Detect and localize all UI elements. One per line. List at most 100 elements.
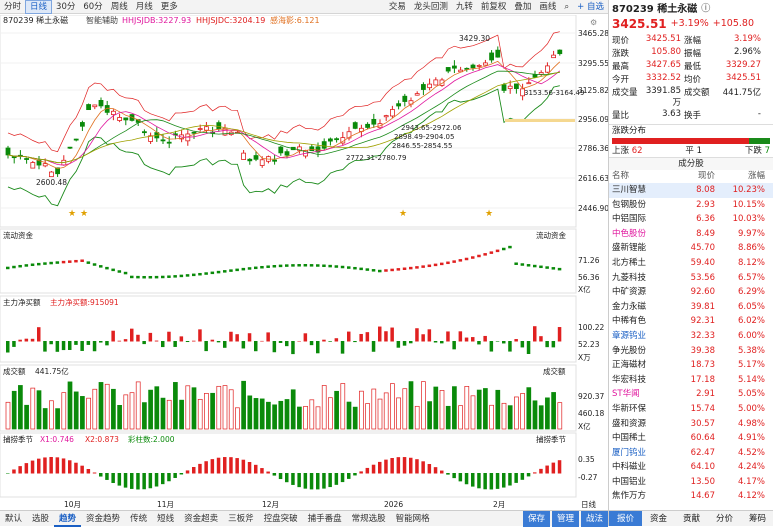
constituent-name: 中铝国际 (612, 214, 647, 225)
constituent-row[interactable]: 中色股份 8.49 9.97% (609, 227, 773, 242)
net-bar (74, 341, 78, 345)
vol-label: 成交额 (3, 366, 26, 376)
constituent-row[interactable]: 厦门钨业 62.47 4.52% (609, 446, 773, 461)
tab-quote[interactable]: 报价 (609, 511, 642, 526)
tactics-button[interactable]: 战法 (580, 510, 608, 527)
constituent-row[interactable]: 华宏科技 17.18 5.14% (609, 373, 773, 388)
col-change[interactable]: 涨幅 (747, 171, 765, 181)
quote-value: 3427.65 (645, 60, 681, 70)
constituent-row[interactable]: 中国稀土 60.64 4.91% (609, 431, 773, 446)
period-tab-month[interactable]: 月线 (135, 1, 153, 12)
candle-body (489, 52, 495, 61)
strategy-tab[interactable]: 短线 (157, 513, 175, 524)
tab-price-dist[interactable]: 分价 (715, 514, 733, 524)
leader-backtest-button[interactable]: 龙头回测 (413, 1, 448, 12)
flow-dot (291, 264, 295, 267)
flow-dot (241, 267, 246, 271)
constituent-row[interactable]: 包钢股份 2.93 10.15% (609, 198, 773, 213)
jiuzhuan-button[interactable]: 九转 (455, 1, 473, 12)
down-count: 下跌 7 (744, 146, 770, 156)
constituent-row[interactable]: 北方稀土 59.40 8.12% (609, 256, 773, 271)
net-bar (378, 326, 382, 342)
volume-bar (166, 399, 172, 430)
flow-dot (18, 264, 22, 268)
period-tab-week[interactable]: 周线 (110, 1, 128, 12)
quote-value: 3332.52 (645, 73, 681, 83)
candle-body (73, 138, 79, 141)
self-select-button[interactable]: + 自选 (577, 1, 604, 12)
strategy-tab[interactable]: 选股 (32, 513, 50, 524)
constituent-row[interactable]: 九菱科技 53.56 6.57% (609, 271, 773, 286)
strategy-tab[interactable]: 传统 (130, 513, 148, 524)
constituent-change: 5.38% (737, 345, 765, 356)
save-button[interactable]: 保存 (522, 510, 550, 527)
season-label-right: 捕捞季节 (536, 434, 566, 444)
volume-bar (458, 405, 463, 430)
constituent-row[interactable]: 华新环保 15.74 5.00% (609, 402, 773, 417)
draw-button[interactable]: 画线 (539, 1, 557, 12)
col-name[interactable]: 名称 (612, 171, 630, 181)
period-tab-60m[interactable]: 60分 (83, 1, 103, 12)
volume-bar (266, 401, 271, 430)
net-bar (179, 336, 184, 342)
constituent-row[interactable]: 三川智慧 8.08 10.23% (609, 183, 773, 198)
strategy-tab[interactable]: 常规选股 (351, 513, 386, 524)
adjust-button[interactable]: 前复权 (480, 1, 507, 12)
volume-bar (445, 405, 451, 430)
constituent-row[interactable]: 盛和资源 30.57 4.98% (609, 417, 773, 432)
flow-dot (483, 253, 487, 256)
constituent-row[interactable]: 中国铝业 13.50 4.17% (609, 475, 773, 490)
volume-bar (210, 392, 215, 430)
tab-fund[interactable]: 资金 (649, 514, 667, 524)
period-tab-day[interactable]: 日线 (25, 0, 53, 14)
kline-chart[interactable]: 870239 稀土永磁 智能辅助 HHJSJDB:3227.93 HHJSJDC… (0, 14, 609, 510)
constituent-row[interactable]: 正海磁材 18.73 5.17% (609, 358, 773, 373)
period-tab-30m[interactable]: 30分 (56, 1, 76, 12)
candle-body (383, 115, 389, 118)
constituent-row[interactable]: 章源钨业 32.33 6.00% (609, 329, 773, 344)
col-price[interactable]: 现价 (697, 171, 715, 181)
manage-button[interactable]: 管理 (551, 510, 579, 527)
volume-bar (377, 398, 383, 430)
flow-dot (123, 271, 128, 275)
net-bar (502, 341, 506, 344)
gear-icon[interactable]: ⚙ (590, 18, 597, 27)
period-tab-more[interactable]: 更多 (160, 1, 178, 12)
overlay-button[interactable]: 叠加 (514, 1, 532, 12)
trade-button[interactable]: 交易 (388, 1, 406, 12)
constituent-row[interactable]: 争光股份 39.38 5.38% (609, 344, 773, 359)
flow-dot (179, 274, 184, 278)
flow-dot (303, 264, 308, 267)
chart-area[interactable]: 870239 稀土永磁 智能辅助 HHJSJDB:3227.93 HHJSJDC… (0, 14, 609, 510)
strategy-tab[interactable]: 资金趋势 (86, 513, 121, 524)
constituent-row[interactable]: 中矿资源 92.60 6.29% (609, 285, 773, 300)
strategy-tab[interactable]: 智能网格 (395, 513, 430, 524)
net-bar (440, 341, 444, 344)
candle-body (117, 117, 122, 121)
constituent-row[interactable]: 盛新锂能 45.70 8.86% (609, 241, 773, 256)
period-tab-fenshi[interactable]: 分时 (4, 1, 22, 12)
constituent-row[interactable]: 中稀有色 92.31 6.02% (609, 314, 773, 329)
constituent-name: ST华闻 (612, 389, 640, 400)
strategy-tab[interactable]: 趋势 (54, 511, 82, 527)
constituent-row[interactable]: 中科磁业 64.10 4.24% (609, 460, 773, 475)
assist-indicator-label[interactable]: 智能辅助 (86, 15, 118, 25)
strategy-tab[interactable]: 捕手番盘 (307, 513, 342, 524)
strategy-tab[interactable]: 三板斧 (228, 513, 254, 524)
tab-contribution[interactable]: 贡献 (682, 514, 700, 524)
constituent-row[interactable]: 中铝国际 6.36 10.03% (609, 212, 773, 227)
tab-chips[interactable]: 筹码 (748, 514, 766, 524)
info-icon[interactable]: ⓘ (701, 4, 711, 14)
candle-body (197, 128, 203, 130)
constituent-row[interactable]: 焦作万方 14.67 4.12% (609, 489, 773, 504)
constituent-row[interactable]: ST华闻 2.91 5.05% (609, 387, 773, 402)
candle-body (191, 131, 197, 134)
net-bar (458, 331, 463, 342)
strategy-tab[interactable]: 控盘突破 (263, 513, 298, 524)
strategy-tab[interactable]: 资金超卖 (184, 513, 219, 524)
strategy-tab[interactable]: 默认 (5, 513, 23, 524)
season-bar (551, 462, 556, 474)
constituent-row[interactable]: 金力永磁 39.81 6.05% (609, 300, 773, 315)
search-icon[interactable]: ⌕ (564, 1, 570, 12)
candle-body (482, 62, 488, 66)
